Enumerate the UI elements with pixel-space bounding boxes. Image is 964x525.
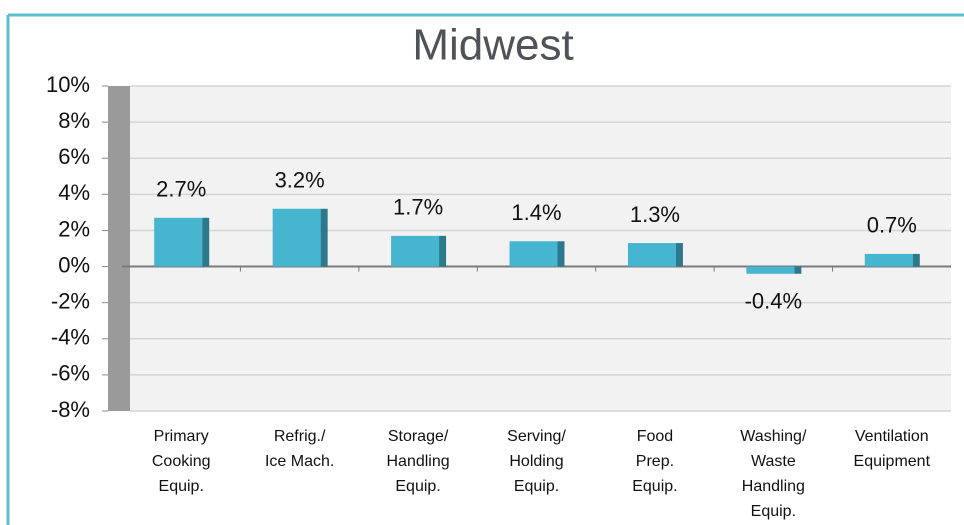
bar-side [439, 235, 447, 267]
x-tick-label-line: Washing/ [740, 428, 807, 445]
x-tick-label: Primary Cooking Equip. [152, 428, 211, 495]
x-tick-label-line: Equip. [514, 478, 559, 495]
data-label: 1.4% [511, 200, 561, 225]
bar [154, 217, 210, 267]
x-tick-label-line: Handling [386, 453, 449, 470]
bar-front [391, 235, 440, 267]
y-tick-label: 2% [58, 216, 90, 241]
x-tick-label-line: Holding [509, 453, 563, 470]
bar-front [627, 243, 676, 267]
data-label: 1.3% [630, 202, 680, 227]
x-tick-label-line: Primary [154, 428, 209, 445]
bar-front [272, 208, 321, 267]
x-tick-label: Ventilation Equipment [854, 428, 931, 470]
bar-front [864, 253, 913, 267]
bar-side [675, 243, 683, 267]
y-tick-label: 10% [46, 72, 90, 97]
x-tick-label: Washing/Waste Handling Equip. [740, 428, 807, 520]
data-label: 2.7% [156, 177, 206, 202]
side-wall [108, 86, 130, 411]
data-label: 1.7% [393, 195, 443, 220]
x-tick-label-line: Equip. [632, 478, 677, 495]
y-tick-label: 4% [58, 180, 90, 205]
bar [864, 253, 920, 267]
y-tick-label: 6% [58, 144, 90, 169]
x-tick-label: Storage/Handling Equip. [386, 428, 449, 495]
y-tick-label: 8% [58, 108, 90, 133]
bar [272, 208, 328, 267]
data-label: 0.7% [867, 213, 917, 238]
x-tick-label-line: Storage/ [388, 428, 449, 445]
x-tick-label-line: Handling [742, 478, 805, 495]
x-tick-label-line: Equip. [751, 503, 796, 520]
bar-side [202, 217, 210, 267]
y-tick-label: 0% [58, 252, 90, 277]
x-tick-label-line: Food [637, 428, 673, 445]
y-tick-label: -2% [51, 288, 90, 313]
x-tick-label-line: Equipment [854, 453, 931, 470]
bar-side [794, 266, 802, 274]
x-tick-label-line: Ventilation [855, 428, 929, 445]
bar-front [154, 217, 203, 267]
x-tick-label-line: Prep. [636, 453, 674, 470]
x-tick-label-line: Refrig./ [274, 428, 326, 445]
x-tick-label-line: Equip. [159, 478, 204, 495]
x-tick-label: Refrig./ Ice Mach. [265, 428, 334, 470]
y-tick-label: -6% [51, 361, 90, 386]
bar [391, 235, 447, 267]
bar [746, 266, 802, 274]
bar-front [746, 266, 795, 274]
x-tick-label-line: Ice Mach. [265, 453, 334, 470]
chart-title: Midwest [412, 21, 573, 70]
x-tick-label-line: Serving/ [507, 428, 566, 445]
bar-side [557, 241, 565, 267]
data-label: 3.2% [275, 168, 325, 193]
x-tick-label-line: Equip. [395, 478, 440, 495]
bar-side [912, 253, 920, 267]
x-tick-label-line: Waste [751, 453, 796, 470]
bar [509, 241, 565, 267]
bar [627, 243, 683, 267]
bar-front [509, 241, 558, 267]
x-tick-label-line: Cooking [152, 453, 211, 470]
y-tick-label: -8% [51, 397, 90, 422]
data-label: -0.4% [745, 289, 802, 314]
y-tick-label: -4% [51, 325, 90, 350]
x-tick-label: Serving/Holding Equip. [507, 428, 566, 495]
x-tick-label: Food Prep. Equip. [632, 428, 677, 495]
bar-side [320, 208, 328, 267]
